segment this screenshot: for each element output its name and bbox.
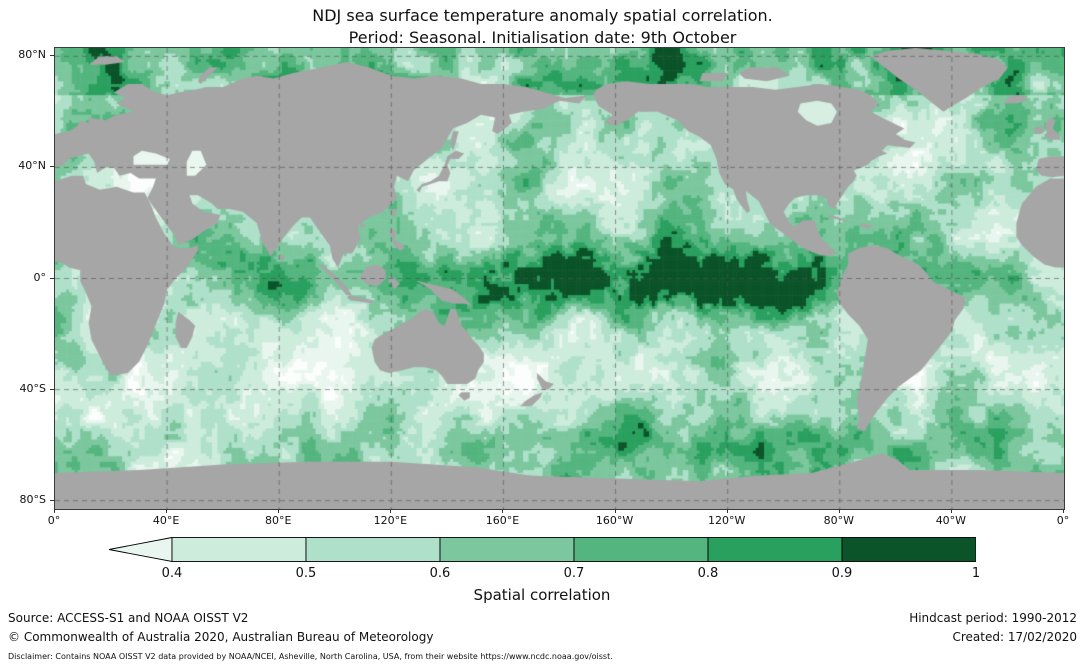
y-tick-label: 40°S: [19, 381, 46, 395]
colorbar-tick-label: 0.6: [429, 566, 451, 581]
x-tick-mark: [1063, 509, 1064, 513]
x-tick-label: 120°W: [707, 514, 746, 527]
colorbar-segment: [841, 537, 977, 562]
y-tick-label: 80°S: [19, 492, 46, 506]
colorbar-under-arrow: [108, 536, 173, 563]
x-tick-label: 40°W: [935, 514, 967, 527]
world-correlation-map-canvas: [55, 48, 1064, 509]
colorbar-svg: [108, 536, 977, 563]
colorbar: [108, 536, 977, 563]
footer-hindcast-period: Hindcast period: 1990-2012: [909, 611, 1077, 625]
colorbar-tick-label: 0.4: [161, 566, 183, 581]
colorbar-segment: [305, 537, 441, 562]
y-tick-mark: [50, 55, 54, 57]
x-tick-label: 0°: [47, 514, 61, 527]
y-tick-mark: [50, 499, 54, 501]
colorbar-tick-label: 1: [971, 566, 981, 581]
x-tick-label: 40°E: [152, 514, 180, 527]
y-tick-label: 80°N: [18, 48, 46, 62]
colorbar-tick-label: 0.8: [697, 566, 719, 581]
colorbar-tick-label: 0.7: [563, 566, 585, 581]
x-tick-label: 120°E: [373, 514, 408, 527]
colorbar-tick-label: 0.5: [295, 566, 317, 581]
x-tick-label: 160°W: [595, 514, 634, 527]
colorbar-label: Spatial correlation: [473, 586, 611, 604]
chart-subtitle: Period: Seasonal. Initialisation date: 9…: [348, 28, 737, 47]
x-tick-mark: [166, 509, 168, 513]
y-tick-mark: [50, 388, 54, 390]
colorbar-segment: [573, 537, 709, 562]
x-tick-mark: [726, 509, 728, 513]
footer-copyright: © Commonwealth of Australia 2020, Austra…: [8, 630, 434, 644]
x-tick-mark: [838, 509, 840, 513]
y-tick-mark: [50, 166, 54, 168]
colorbar-segment: [171, 537, 307, 562]
x-tick-mark: [390, 509, 392, 513]
colorbar-tick-label: 0.9: [831, 566, 853, 581]
x-tick-label: 0°: [1056, 514, 1070, 527]
x-tick-mark: [614, 509, 616, 513]
x-tick-mark: [278, 509, 280, 513]
map-plot-area: [54, 47, 1065, 510]
x-tick-label: 80°W: [823, 514, 854, 527]
x-tick-mark: [54, 509, 55, 513]
y-tick-mark: [50, 277, 54, 279]
x-tick-label: 160°E: [485, 514, 520, 527]
x-tick-mark: [950, 509, 952, 513]
footer-source: Source: ACCESS-S1 and NOAA OISST V2: [8, 611, 249, 625]
footer-created-date: Created: 17/02/2020: [952, 630, 1077, 644]
footer-disclaimer: Disclaimer: Contains NOAA OISST V2 data …: [8, 652, 613, 661]
x-tick-mark: [502, 509, 504, 513]
colorbar-segment: [439, 537, 575, 562]
colorbar-segment: [707, 537, 843, 562]
y-tick-label: 0°: [33, 270, 47, 284]
chart-title: NDJ sea surface temperature anomaly spat…: [312, 6, 773, 25]
x-tick-label: 80°E: [264, 514, 292, 527]
y-tick-label: 40°N: [18, 159, 46, 173]
